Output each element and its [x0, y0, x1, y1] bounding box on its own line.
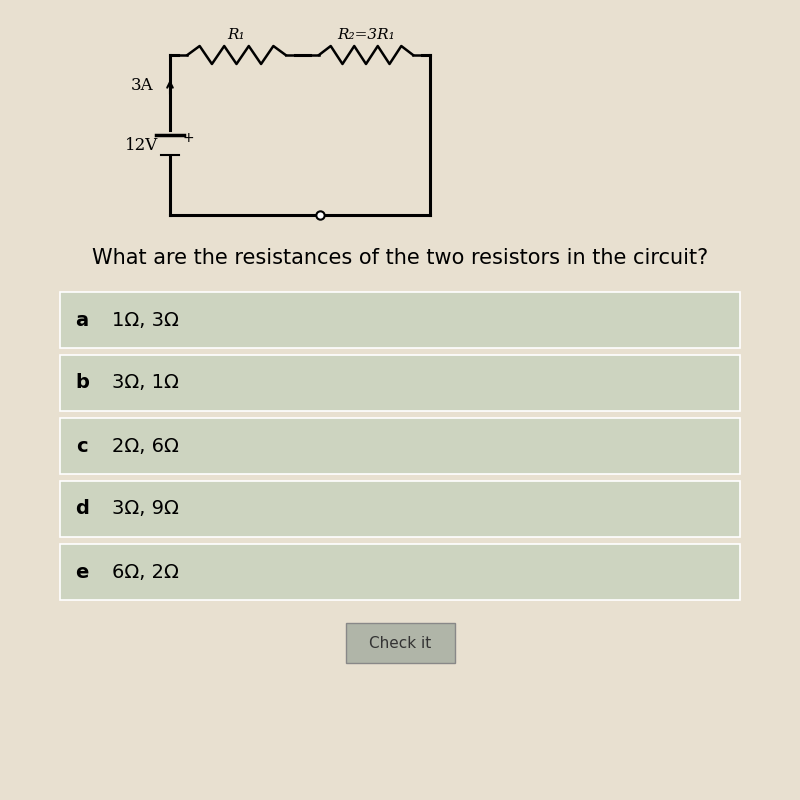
Text: a: a: [75, 310, 89, 330]
Text: 12V: 12V: [126, 137, 158, 154]
Text: What are the resistances of the two resistors in the circuit?: What are the resistances of the two resi…: [92, 248, 708, 268]
Text: R₁: R₁: [228, 28, 246, 42]
Text: 1Ω, 3Ω: 1Ω, 3Ω: [112, 310, 179, 330]
Text: e: e: [75, 562, 89, 582]
Text: +: +: [182, 131, 194, 145]
FancyBboxPatch shape: [60, 481, 740, 537]
Text: c: c: [76, 437, 88, 455]
Text: b: b: [75, 374, 89, 393]
FancyBboxPatch shape: [60, 292, 740, 348]
Text: 3A: 3A: [130, 77, 154, 94]
FancyBboxPatch shape: [60, 544, 740, 600]
Text: d: d: [75, 499, 89, 518]
FancyBboxPatch shape: [60, 355, 740, 411]
Text: 3Ω, 1Ω: 3Ω, 1Ω: [112, 374, 179, 393]
FancyBboxPatch shape: [60, 418, 740, 474]
FancyBboxPatch shape: [346, 623, 454, 663]
Text: 3Ω, 9Ω: 3Ω, 9Ω: [112, 499, 179, 518]
Text: Check it: Check it: [369, 635, 431, 650]
Text: R₂=3R₁: R₂=3R₁: [337, 28, 395, 42]
Text: 6Ω, 2Ω: 6Ω, 2Ω: [112, 562, 179, 582]
Text: 2Ω, 6Ω: 2Ω, 6Ω: [112, 437, 179, 455]
